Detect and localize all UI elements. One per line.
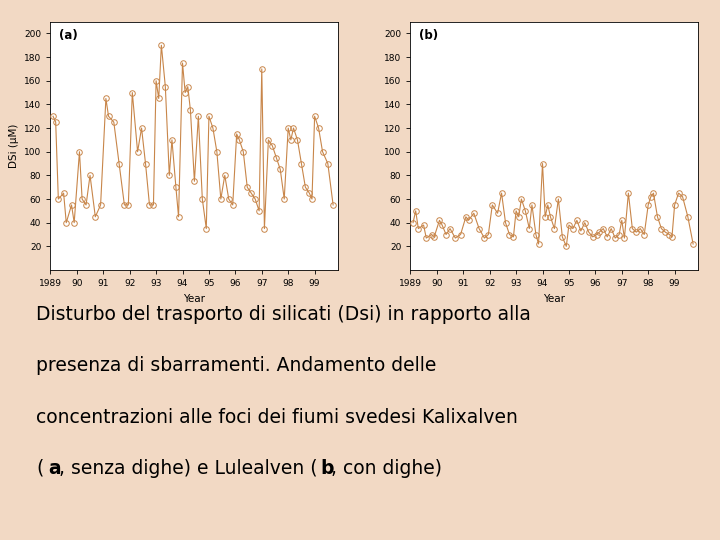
- Text: presenza di sbarramenti. Andamento delle: presenza di sbarramenti. Andamento delle: [36, 356, 436, 375]
- Text: , senza dighe) e Lulealven (: , senza dighe) e Lulealven (: [59, 459, 318, 478]
- Text: concentrazioni alle foci dei fiumi svedesi Kalixalven: concentrazioni alle foci dei fiumi svede…: [36, 408, 518, 427]
- Text: , con dighe): , con dighe): [331, 459, 442, 478]
- Text: (: (: [36, 459, 43, 478]
- Text: Disturbo del trasporto di silicati (Dsi) in rapporto alla: Disturbo del trasporto di silicati (Dsi)…: [36, 305, 531, 324]
- Y-axis label: DSi (μM): DSi (μM): [9, 124, 19, 168]
- Text: (b): (b): [419, 29, 438, 42]
- Text: a: a: [48, 459, 60, 478]
- X-axis label: Year: Year: [184, 294, 205, 303]
- Text: (a): (a): [59, 29, 78, 42]
- Text: b: b: [320, 459, 334, 478]
- X-axis label: Year: Year: [544, 294, 565, 303]
